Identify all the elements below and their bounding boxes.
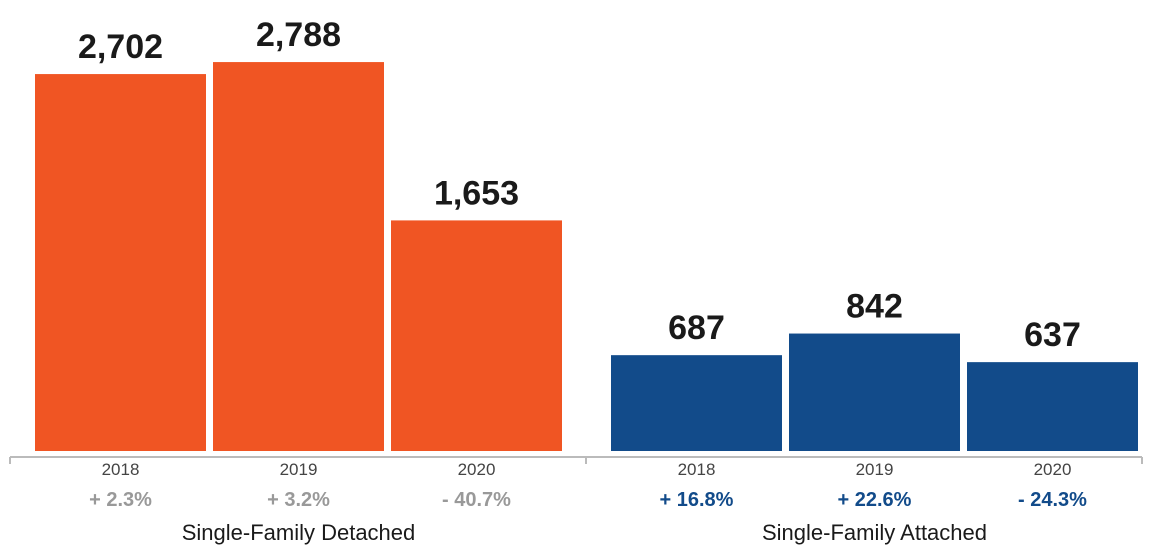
bar-1-2019 — [789, 333, 960, 451]
bar-1-2020 — [967, 362, 1138, 451]
change-label-1-2019: + 22.6% — [838, 489, 912, 511]
change-label-0-2018: + 2.3% — [89, 489, 152, 511]
year-label-0-2018: 2018 — [102, 460, 140, 479]
change-label-0-2020: - 40.7% — [442, 489, 511, 511]
bar-0-2018 — [35, 74, 206, 452]
data-label-0-2019: 2,788 — [256, 16, 341, 54]
group-label-1: Single-Family Attached — [762, 520, 987, 545]
data-label-1-2020: 637 — [1024, 316, 1081, 354]
data-label-0-2018: 2,702 — [78, 28, 163, 66]
year-label-0-2020: 2020 — [458, 460, 496, 479]
change-label-1-2018: + 16.8% — [660, 489, 734, 511]
change-label-1-2020: - 24.3% — [1018, 489, 1087, 511]
bar-0-2020 — [391, 220, 562, 451]
data-label-1-2018: 687 — [668, 309, 725, 347]
change-label-0-2019: + 3.2% — [267, 489, 330, 511]
bar-1-2018 — [611, 355, 782, 451]
year-label-1-2020: 2020 — [1034, 460, 1072, 479]
group-label-0: Single-Family Detached — [182, 520, 416, 545]
bar-0-2019 — [213, 62, 384, 451]
year-label-1-2019: 2019 — [856, 460, 894, 479]
year-label-0-2019: 2019 — [280, 460, 318, 479]
year-label-1-2018: 2018 — [678, 460, 716, 479]
data-label-1-2019: 842 — [846, 288, 903, 326]
data-label-0-2020: 1,653 — [434, 174, 519, 212]
